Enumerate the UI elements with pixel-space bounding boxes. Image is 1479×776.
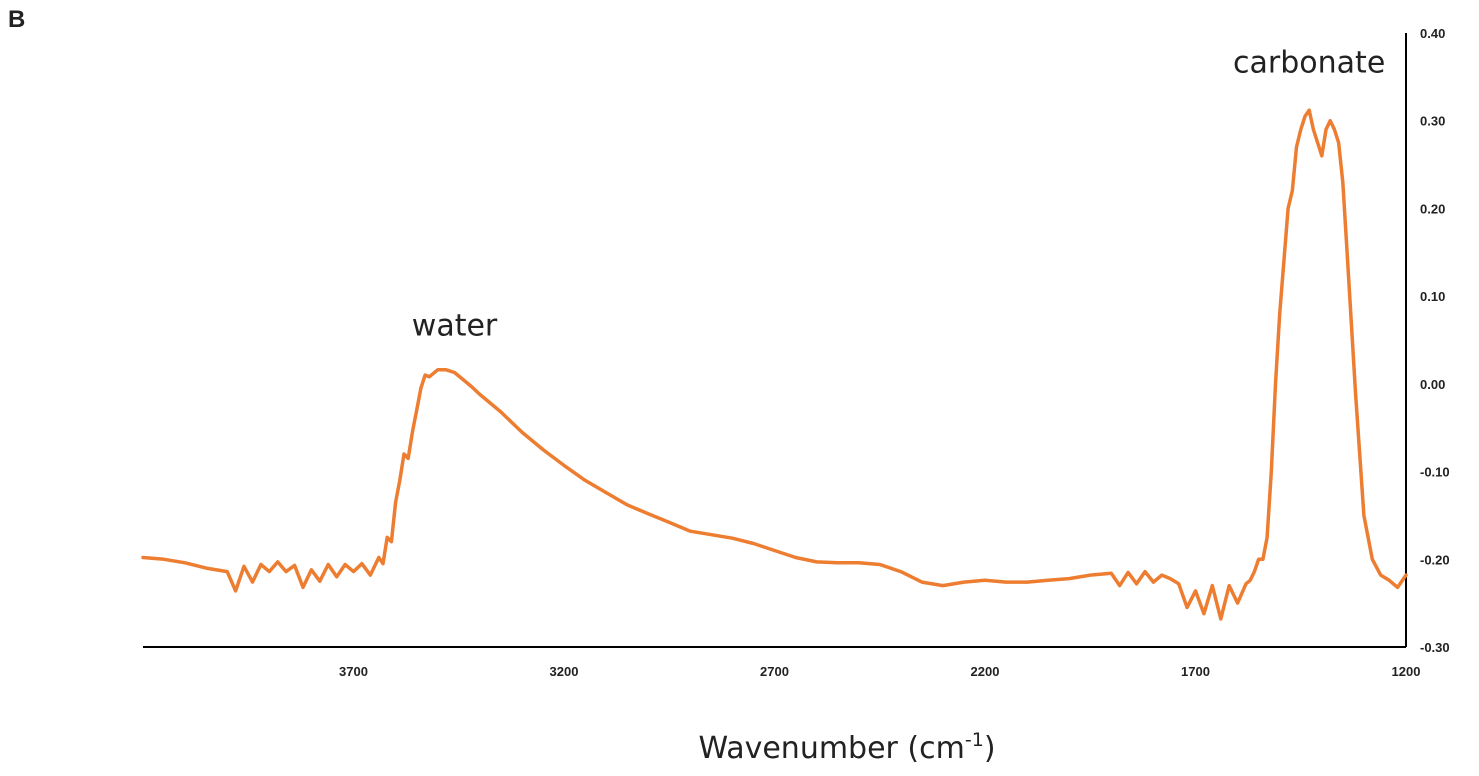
y-tick-label: -0.20: [1420, 552, 1450, 567]
axes: [143, 33, 1407, 648]
x-axis-title: Wavenumber (cm-1): [698, 729, 995, 766]
y-tick-label: 0.40: [1420, 26, 1445, 41]
y-tick-labels: 0.40 0.30 0.20 0.10 0.00 -0.10 -0.20 -0.30: [1420, 26, 1450, 655]
x-tick-label: 2700: [760, 664, 789, 679]
y-tick-label: 0.00: [1420, 377, 1445, 392]
x-tick-label: 2200: [971, 664, 1000, 679]
x-tick-labels: 3700 3200 2700 2200 1700 1200: [339, 664, 1420, 679]
annotation-water: water: [412, 309, 498, 344]
panel-label: B: [8, 6, 26, 33]
annotations: water carbonate: [412, 45, 1385, 343]
y-tick-label: 0.30: [1420, 114, 1445, 129]
x-axis-title-main: Wavenumber (cm: [698, 731, 964, 766]
y-tick-label: -0.10: [1420, 465, 1450, 480]
y-tick-label: -0.30: [1420, 640, 1450, 655]
annotation-carbonate: carbonate: [1233, 45, 1385, 80]
y-tick-label: 0.10: [1420, 289, 1445, 304]
x-tick-label: 3200: [550, 664, 579, 679]
x-tick-label: 1700: [1181, 664, 1210, 679]
x-tick-label: 3700: [339, 664, 368, 679]
x-axis-title-sup: -1: [965, 729, 984, 751]
x-tick-label: 1200: [1392, 664, 1421, 679]
x-axis-title-close: ): [984, 731, 996, 766]
spectrum-line: [141, 108, 1408, 621]
y-tick-label: 0.20: [1420, 201, 1445, 216]
